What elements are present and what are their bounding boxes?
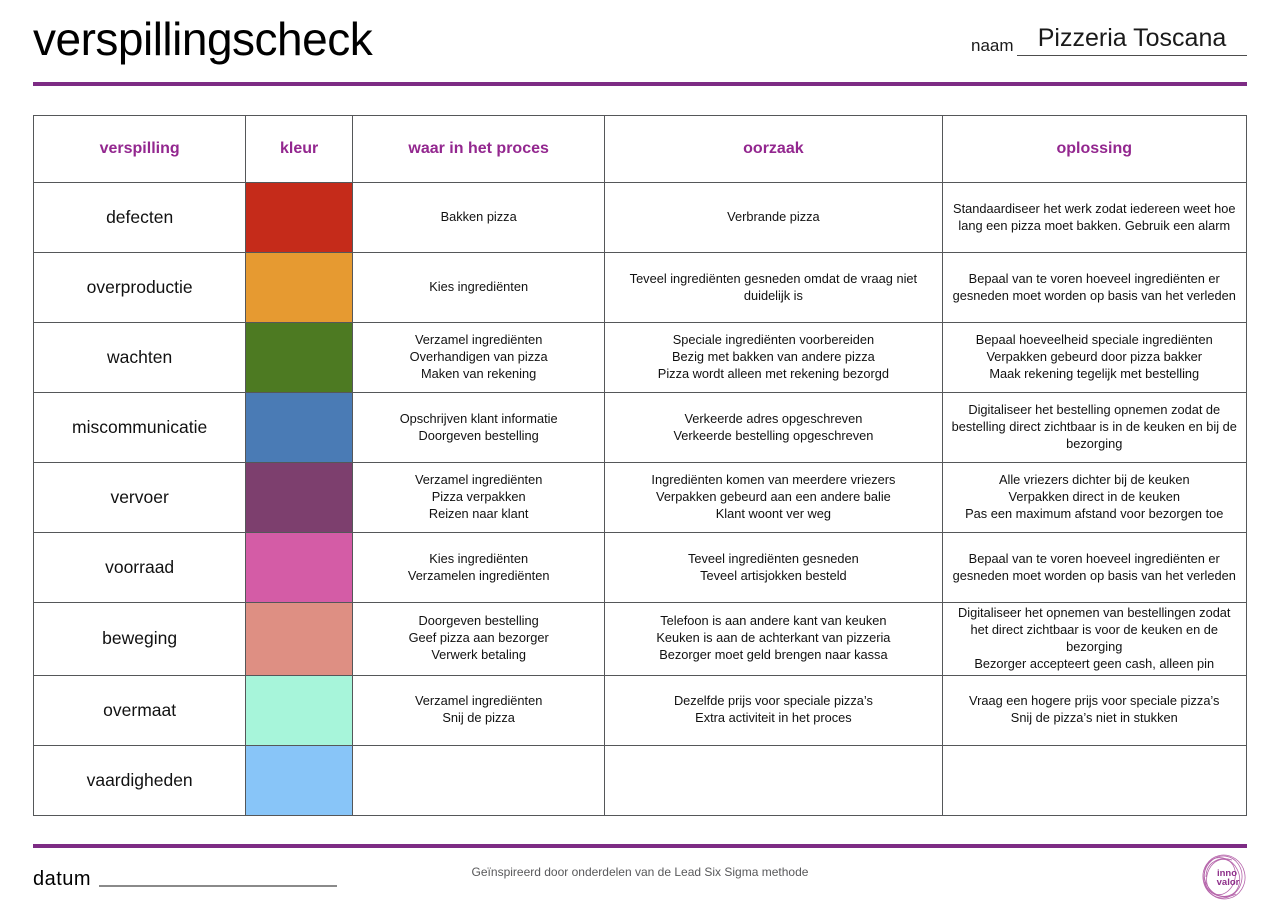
credit-text: Geïnspireerd door onderdelen van de Lead…: [471, 865, 809, 879]
solution-cell: Standaardiseer het werk zodat iedereen w…: [941, 182, 1247, 253]
waste-label-cell: overproductie: [32, 252, 247, 323]
color-swatch-wachten: [245, 322, 353, 393]
process-cell: Doorgeven bestelling Geef pizza aan bezo…: [351, 602, 606, 676]
color-swatch-voorraad: [245, 532, 353, 603]
page-title: verspillingscheck: [33, 13, 373, 65]
column-header-verspilling: verspilling: [32, 115, 247, 183]
svg-text:inno: inno: [1217, 868, 1237, 879]
cause-cell: Verkeerde adres opgeschreven Verkeerde b…: [604, 392, 943, 463]
color-swatch-beweging: [245, 602, 353, 676]
cause-cell: Teveel ingrediënten gesneden omdat de vr…: [604, 252, 943, 323]
date-label: datum: [33, 868, 92, 890]
column-header-oorzaak: oorzaak: [604, 115, 943, 183]
solution-cell: Bepaal hoeveelheid speciale ingrediënten…: [941, 322, 1247, 393]
column-header-oplossing: oplossing: [941, 115, 1247, 183]
color-swatch-overmaat: [245, 674, 353, 746]
waste-label-cell: overmaat: [32, 674, 247, 746]
column-header-kleur: kleur: [245, 115, 353, 183]
date-blank-line: [99, 885, 338, 887]
table-row-beweging: beweging Doorgeven bestelling Geef pizza …: [32, 602, 1247, 676]
waste-label-cell: voorraad: [32, 532, 247, 603]
name-value: Pizzeria Toscana: [1017, 24, 1247, 56]
innovalor-logo: inno valor: [1202, 854, 1246, 900]
cause-cell: Dezelfde prijs voor speciale pizza’s Ext…: [604, 674, 943, 746]
table-row-miscommunicatie: miscommunicatie Opschrijven klant informa…: [32, 392, 1247, 463]
cause-cell: Teveel ingrediënten gesneden Teveel arti…: [604, 532, 943, 603]
column-header-waar-in-het-proces: waar in het proces: [351, 115, 606, 183]
waste-label-cell: wachten: [32, 322, 247, 393]
name-field-block: Pizzeria Toscana naam: [947, 24, 1247, 56]
cause-cell: Telefoon is aan andere kant van keuken K…: [604, 602, 943, 676]
process-cell: Verzamel ingrediënten Snij de pizza: [351, 674, 606, 746]
solution-cell: Digitaliseer het bestelling opnemen zoda…: [941, 392, 1247, 463]
cause-cell: Verbrande pizza: [604, 182, 943, 253]
waste-label-cell: beweging: [32, 602, 247, 676]
waste-table-head: verspilling kleur waar in het proces oorzaa…: [32, 115, 1247, 183]
table-row-defecten: defecten Bakken pizza Verbrande pizza Stand…: [32, 182, 1247, 253]
table-row-vaardigheden: vaardigheden: [32, 744, 1247, 816]
solution-cell: Bepaal van te voren hoeveel ingrediënten…: [941, 532, 1247, 603]
waste-table-body: defecten Bakken pizza Verbrande pizza Stand…: [32, 182, 1247, 816]
solution-cell: Vraag een hogere prijs voor speciale piz…: [941, 674, 1247, 746]
date-field-block: datum: [33, 868, 338, 891]
svg-text:valor: valor: [1217, 877, 1240, 888]
color-swatch-overproductie: [245, 252, 353, 323]
table-row-overmaat: overmaat Verzamel ingrediënten Snij de pi…: [32, 674, 1247, 746]
solution-cell: [941, 744, 1247, 816]
table-row-voorraad: voorraad Kies ingrediënten Verzamelen ing…: [32, 532, 1247, 603]
process-cell: Verzamel ingrediënten Pizza verpakken Re…: [351, 462, 606, 533]
process-cell: Verzamel ingrediënten Overhandigen van p…: [351, 322, 606, 393]
header-divider: [33, 82, 1247, 86]
name-label: naam: [971, 36, 1014, 55]
solution-cell: Digitaliseer het opnemen van bestellinge…: [941, 602, 1247, 676]
waste-label-cell: vaardigheden: [32, 744, 247, 816]
cause-cell: [604, 744, 943, 816]
table-row-wachten: wachten Verzamel ingrediënten Overhandige…: [32, 322, 1247, 393]
color-swatch-miscommunicatie: [245, 392, 353, 463]
table-row-overproductie: overproductie Kies ingrediënten Teveel ing…: [32, 252, 1247, 323]
color-swatch-defecten: [245, 182, 353, 253]
cause-cell: Speciale ingrediënten voorbereiden Bezig…: [604, 322, 943, 393]
solution-cell: Bepaal van te voren hoeveel ingrediënten…: [941, 252, 1247, 323]
color-swatch-vaardigheden: [245, 744, 353, 816]
waste-label-cell: defecten: [32, 182, 247, 253]
table-row-vervoer: vervoer Verzamel ingrediënten Pizza verpa…: [32, 462, 1247, 533]
document-header: verspillingscheck Pizzeria Toscana naam: [33, 0, 1247, 88]
process-cell: Kies ingrediënten Verzamelen ingrediënte…: [351, 532, 606, 603]
waste-table: verspilling kleur waar in het proces oorzaa…: [32, 115, 1247, 816]
cause-cell: Ingrediënten komen van meerdere vriezers…: [604, 462, 943, 533]
process-cell: Bakken pizza: [351, 182, 606, 253]
process-cell: [351, 744, 606, 816]
solution-cell: Alle vriezers dichter bij de keuken Verp…: [941, 462, 1247, 533]
process-cell: Opschrijven klant informatie Doorgeven b…: [351, 392, 606, 463]
waste-label-cell: miscommunicatie: [32, 392, 247, 463]
header-row: verspilling kleur waar in het proces oorzaa…: [32, 115, 1247, 183]
color-swatch-vervoer: [245, 462, 353, 533]
process-cell: Kies ingrediënten: [351, 252, 606, 323]
footer-divider: [33, 844, 1247, 848]
waste-label-cell: vervoer: [32, 462, 247, 533]
